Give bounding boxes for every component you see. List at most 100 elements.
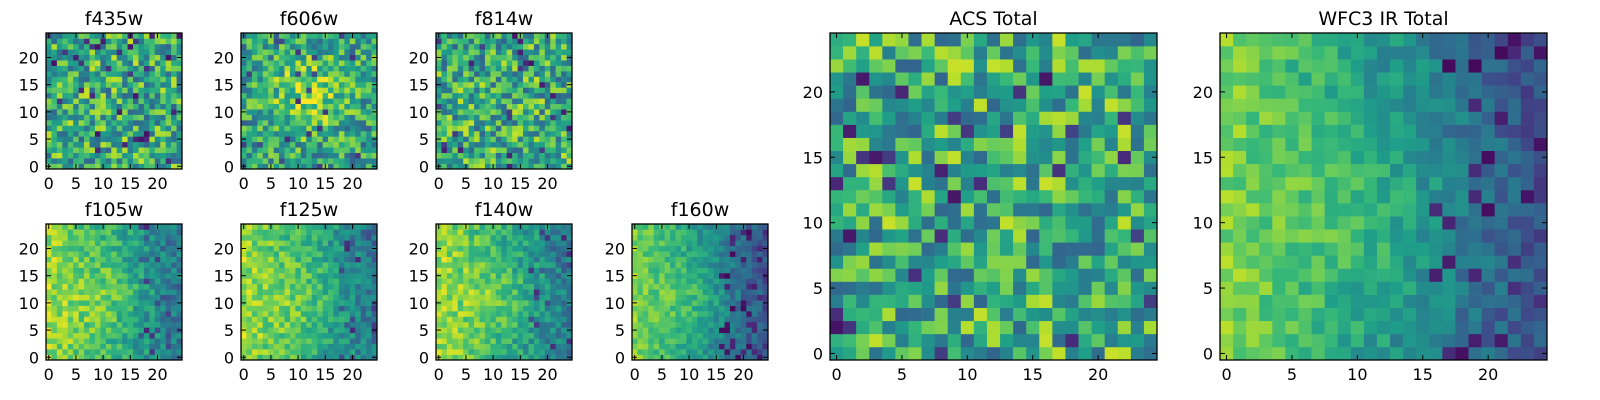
heatmap-cell — [105, 256, 112, 263]
heatmap-cell — [111, 38, 118, 45]
heatmap-cell — [506, 87, 513, 94]
heatmap-cell — [680, 294, 687, 301]
heatmap-cell — [441, 294, 448, 301]
heatmap-cell — [751, 262, 758, 268]
heatmap-cell — [349, 289, 356, 296]
heatmap-cell — [154, 54, 161, 61]
heatmap-cell — [349, 283, 356, 290]
heatmap-cell — [138, 114, 145, 121]
heatmap-cell — [659, 289, 665, 296]
heatmap-cell — [757, 305, 763, 312]
heatmap-cell — [751, 229, 758, 236]
heatmap-cell — [544, 98, 551, 105]
heatmap-cell — [751, 234, 758, 241]
heatmap-cell — [495, 262, 502, 268]
heatmap-cell — [51, 43, 58, 50]
heatmap-cell — [702, 245, 709, 252]
heatmap-cell — [149, 81, 156, 88]
heatmap-cell — [869, 163, 883, 178]
heatmap-cell — [133, 256, 139, 263]
heatmap-cell — [566, 114, 573, 121]
heatmap-cell — [333, 114, 340, 121]
heatmap-cell — [648, 343, 655, 350]
heatmap-cell — [544, 283, 551, 290]
heatmap-cell — [328, 130, 334, 137]
heatmap-cell — [62, 251, 69, 257]
heatmap-cell — [344, 354, 351, 361]
heatmap-cell — [311, 354, 318, 361]
heatmap-cell — [333, 60, 340, 66]
heatmap-cell — [78, 87, 85, 94]
heatmap-cell — [719, 289, 725, 296]
heatmap-cell — [360, 294, 367, 301]
heatmap-cell — [512, 98, 518, 105]
panel-title: f435w — [85, 8, 144, 30]
heatmap-cell — [176, 234, 183, 241]
heatmap-cell — [479, 262, 486, 268]
heatmap-cell — [251, 147, 258, 153]
heatmap-cell — [344, 245, 351, 252]
heatmap-cell — [895, 255, 909, 269]
heatmap-cell — [176, 294, 183, 301]
heatmap-cell — [251, 343, 258, 350]
heatmap-cell — [757, 234, 763, 241]
heatmap-cell — [746, 278, 752, 285]
heatmap-cell — [1130, 333, 1145, 348]
heatmap-cell — [830, 294, 844, 308]
heatmap-cell — [154, 92, 161, 99]
heatmap-cell — [171, 141, 177, 148]
heatmap-cell — [746, 294, 752, 301]
heatmap-cell — [171, 54, 177, 61]
heatmap-cell — [561, 54, 567, 61]
heatmap-cell — [143, 300, 150, 306]
heatmap-cell — [300, 278, 307, 285]
heatmap-cell — [138, 245, 145, 252]
heatmap-cell — [484, 234, 491, 241]
heatmap-cell — [436, 114, 442, 121]
heatmap-cell — [512, 49, 518, 56]
heatmap-cell — [62, 54, 69, 61]
heatmap-cell — [100, 60, 107, 66]
heatmap-cell — [1104, 229, 1119, 243]
heatmap-cell — [869, 203, 883, 217]
heatmap-cell — [686, 245, 693, 252]
heatmap-cell — [56, 158, 63, 164]
heatmap-cell — [78, 33, 85, 39]
heatmap-cell — [436, 60, 442, 66]
heatmap-cell — [555, 234, 562, 241]
heatmap-cell — [724, 240, 731, 247]
heatmap-cell — [757, 229, 763, 236]
heatmap-cell — [268, 43, 274, 50]
heatmap-cell — [78, 245, 85, 252]
heatmap-cell — [441, 272, 448, 279]
heatmap-cell — [273, 147, 280, 153]
heatmap-cell — [474, 54, 480, 61]
heatmap-cell — [702, 349, 709, 355]
heatmap-cell — [268, 158, 274, 164]
heatmap-cell — [78, 43, 85, 50]
heatmap-cell — [273, 224, 280, 230]
heatmap-cell — [908, 203, 922, 217]
heatmap-cell — [171, 234, 177, 241]
heatmap-cell — [484, 54, 491, 61]
heatmap-cell — [1117, 320, 1132, 335]
heatmap-cell — [740, 294, 747, 301]
heatmap-cell — [533, 109, 540, 115]
heatmap-cell — [56, 109, 63, 115]
heatmap-cell — [257, 49, 264, 56]
heatmap-cell — [523, 283, 529, 290]
heatmap-cell — [295, 267, 302, 274]
heatmap-cell — [89, 316, 96, 323]
heatmap-cell — [484, 76, 491, 83]
heatmap-cell — [1143, 268, 1158, 282]
heatmap-cell — [241, 98, 247, 105]
heatmap-cell — [160, 321, 166, 328]
heatmap-cell — [122, 354, 128, 361]
heatmap-cell — [176, 76, 183, 83]
heatmap-cell — [468, 136, 475, 143]
heatmap-cell — [729, 332, 736, 339]
heatmap-cell — [550, 267, 556, 274]
heatmap-cell — [512, 103, 518, 110]
heatmap-cell — [512, 332, 518, 339]
